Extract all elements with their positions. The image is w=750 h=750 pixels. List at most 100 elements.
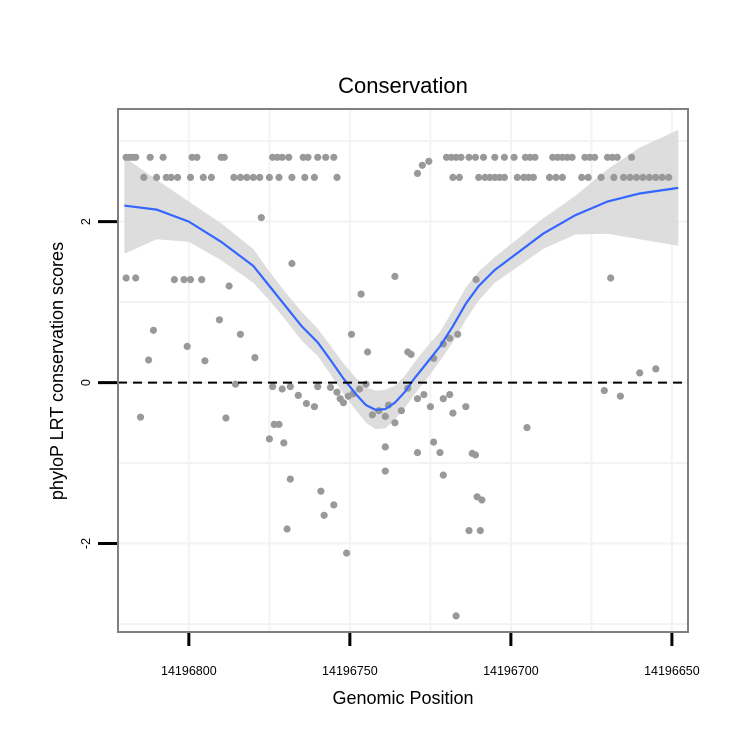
- data-point: [510, 153, 518, 161]
- data-point: [610, 173, 618, 181]
- data-point: [278, 153, 286, 161]
- data-point: [320, 511, 328, 519]
- data-point: [256, 173, 264, 181]
- data-point: [304, 153, 312, 161]
- data-point: [317, 487, 325, 495]
- data-point: [523, 424, 531, 432]
- data-point: [607, 274, 615, 282]
- data-point: [222, 414, 230, 422]
- data-point: [471, 451, 480, 459]
- data-point: [122, 274, 130, 282]
- data-point: [283, 525, 291, 533]
- data-point: [278, 385, 286, 393]
- data-point: [591, 153, 599, 161]
- data-point: [531, 153, 539, 161]
- data-point: [500, 173, 508, 181]
- data-point: [265, 435, 273, 443]
- data-point: [330, 153, 338, 161]
- confidence-band: [124, 129, 679, 430]
- data-point: [280, 439, 288, 447]
- data-point: [413, 449, 422, 457]
- data-point: [251, 354, 259, 362]
- data-point: [439, 471, 447, 479]
- data-point: [183, 342, 191, 350]
- data-point: [275, 420, 283, 428]
- chart-title: Conservation: [338, 73, 468, 98]
- data-point: [288, 173, 296, 181]
- data-point: [180, 276, 188, 284]
- data-point: [381, 467, 389, 475]
- data-point: [491, 153, 499, 161]
- data-point: [446, 391, 454, 399]
- data-point: [236, 173, 244, 181]
- data-point: [413, 169, 422, 177]
- data-point: [326, 383, 335, 391]
- data-point: [381, 412, 389, 420]
- data-point: [368, 411, 376, 419]
- data-point: [513, 173, 521, 181]
- data-point: [552, 173, 560, 181]
- data-point: [479, 153, 488, 161]
- data-point: [207, 173, 215, 181]
- data-point: [230, 173, 238, 181]
- data-point: [288, 259, 296, 268]
- y-tick-label: 2: [79, 218, 93, 225]
- data-point: [285, 153, 293, 161]
- data-point: [215, 316, 223, 324]
- data-point: [146, 153, 154, 161]
- data-point: [286, 383, 294, 391]
- data-point: [472, 276, 480, 284]
- panel-border: [117, 108, 689, 633]
- smooth-line-layer: [124, 186, 679, 412]
- data-point: [652, 365, 660, 373]
- data-point: [430, 438, 438, 446]
- data-point: [639, 173, 647, 181]
- data-point: [449, 409, 457, 417]
- confidence-band-layer: [124, 129, 679, 430]
- data-point: [568, 153, 576, 161]
- data-point: [355, 385, 364, 393]
- data-point: [465, 153, 473, 161]
- data-point: [347, 330, 356, 338]
- y-tick-label: -2: [79, 538, 93, 549]
- data-point: [597, 173, 605, 181]
- data-point: [343, 549, 351, 557]
- data-point: [476, 527, 484, 535]
- data-point: [301, 173, 309, 181]
- data-point: [170, 276, 178, 284]
- data-point: [457, 153, 465, 161]
- data-point: [145, 356, 153, 364]
- data-point: [302, 399, 310, 408]
- data-point: [339, 399, 347, 407]
- y-tick-label: 0: [79, 379, 93, 386]
- data-point: [286, 475, 294, 483]
- data-point: [257, 214, 265, 222]
- data-point: [475, 173, 483, 181]
- data-point: [132, 153, 140, 161]
- data-point: [584, 173, 592, 181]
- data-point: [231, 380, 240, 388]
- x-axis: 14196800 14196750 14196700 14196650: [161, 633, 700, 678]
- data-point: [132, 274, 140, 282]
- data-point: [454, 330, 462, 338]
- data-point: [314, 383, 322, 391]
- data-point: [632, 173, 641, 181]
- data-point: [167, 173, 175, 181]
- data-point: [645, 173, 654, 181]
- data-point: [452, 612, 460, 620]
- data-point: [449, 173, 457, 181]
- x-tick-label: 14196750: [322, 664, 378, 678]
- data-point: [436, 449, 444, 457]
- data-point: [658, 173, 666, 181]
- data-point: [357, 290, 365, 298]
- x-tick-label: 14196650: [644, 664, 700, 678]
- data-point: [665, 173, 673, 181]
- data-point: [314, 153, 322, 161]
- data-point: [413, 395, 422, 403]
- y-axis-title: phyloP LRT conservation scores: [47, 242, 67, 500]
- data-point: [397, 407, 405, 415]
- data-point: [149, 326, 157, 334]
- data-point: [225, 282, 233, 290]
- data-point: [462, 403, 470, 411]
- data-point: [420, 391, 428, 399]
